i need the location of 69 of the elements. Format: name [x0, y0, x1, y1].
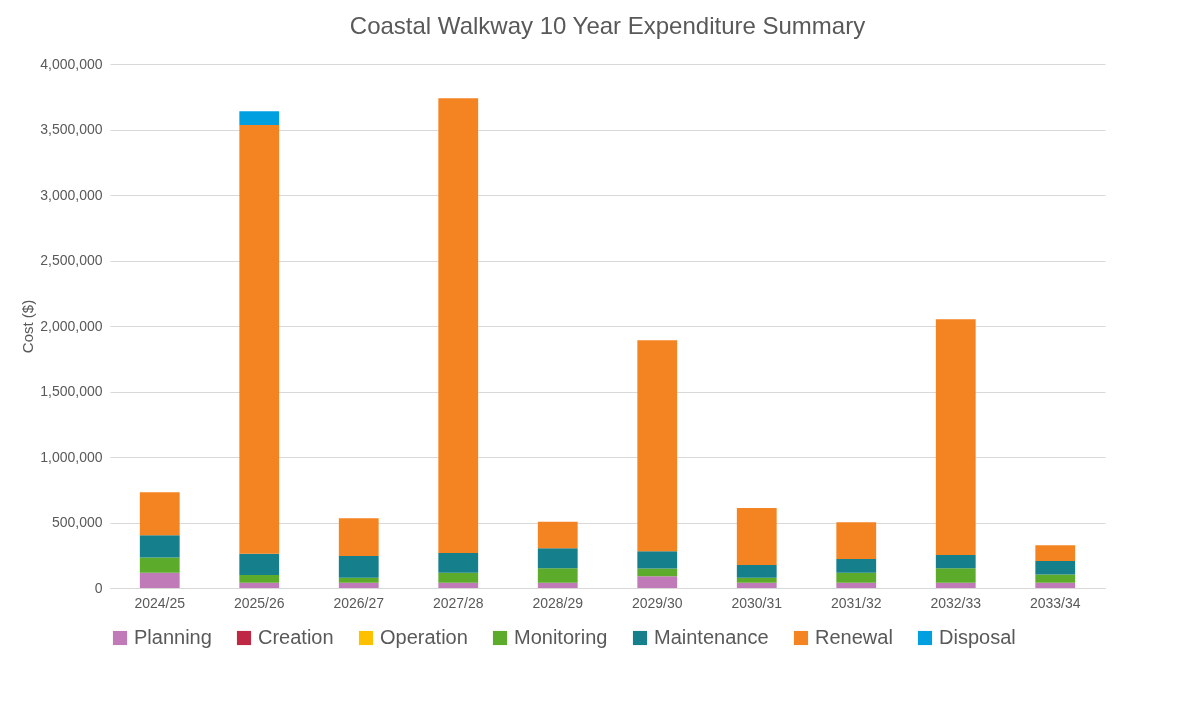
x-tick-label: 2025/26 [233, 594, 285, 611]
bar [637, 340, 678, 552]
bar [139, 492, 180, 536]
bar [239, 575, 280, 583]
bar [1035, 545, 1076, 562]
bar [637, 551, 678, 569]
y-tick-label: 1,000,000 [40, 448, 103, 465]
legend-label: Renewal [815, 626, 893, 648]
y-tick-label: 2,500,000 [40, 252, 103, 268]
y-tick-label: 500,000 [51, 514, 103, 530]
bar [139, 535, 180, 558]
bar [1035, 561, 1076, 575]
bar [637, 576, 678, 588]
bar [736, 564, 777, 578]
bar [537, 548, 578, 569]
bar [537, 582, 578, 588]
chart-title: Coastal Walkway 10 Year Expenditure Summary [349, 12, 866, 39]
x-tick-label: 2031/32 [830, 594, 882, 611]
x-tick-label: 2029/30 [631, 594, 683, 611]
bar [338, 582, 379, 588]
y-tick-label: 2,000,000 [40, 317, 103, 334]
bar [239, 125, 280, 554]
bar [239, 553, 280, 576]
bar [338, 518, 379, 557]
bar [438, 582, 479, 588]
bar [438, 572, 479, 583]
x-tick-label: 2024/25 [134, 594, 186, 611]
y-tick-label: 4,000,000 [40, 55, 103, 72]
bar [836, 582, 877, 588]
legend-label: Creation [258, 626, 334, 648]
y-axis-title: Cost ($) [19, 299, 37, 354]
y-tick-label: 3,500,000 [40, 121, 103, 137]
bar [935, 554, 976, 569]
bar [836, 522, 877, 560]
bar [139, 557, 180, 573]
x-tick-label: 2033/34 [1029, 594, 1081, 611]
legend-label: Planning [134, 626, 212, 648]
bar [537, 521, 578, 549]
legend-label: Monitoring [514, 626, 608, 648]
bar [239, 111, 280, 126]
legend-label: Maintenance [654, 626, 769, 648]
bar [1035, 574, 1076, 583]
legend-label: Disposal [939, 626, 1016, 648]
x-tick-label: 2030/31 [731, 594, 783, 611]
bar [836, 559, 877, 573]
bar [836, 572, 877, 583]
bar [935, 582, 976, 588]
x-tick-label: 2032/33 [930, 594, 982, 611]
bar [537, 568, 578, 583]
bar [438, 98, 479, 554]
bar [736, 582, 777, 588]
bar [935, 568, 976, 583]
x-tick-label: 2028/29 [532, 594, 584, 611]
bar [338, 556, 379, 578]
bar [1035, 582, 1076, 588]
bar [736, 507, 777, 565]
y-tick-label: 1,500,000 [40, 383, 103, 399]
y-tick-label: 3,000,000 [40, 186, 103, 203]
x-tick-label: 2026/27 [333, 594, 385, 611]
bar [338, 577, 379, 583]
bar [139, 572, 180, 588]
bar [438, 553, 479, 573]
bar [736, 577, 777, 583]
bar [239, 582, 280, 588]
y-tick-label: 0 [94, 579, 103, 596]
bar [637, 568, 678, 577]
x-tick-label: 2027/28 [432, 594, 484, 611]
bar [935, 319, 976, 555]
legend-label: Operation [380, 626, 468, 648]
